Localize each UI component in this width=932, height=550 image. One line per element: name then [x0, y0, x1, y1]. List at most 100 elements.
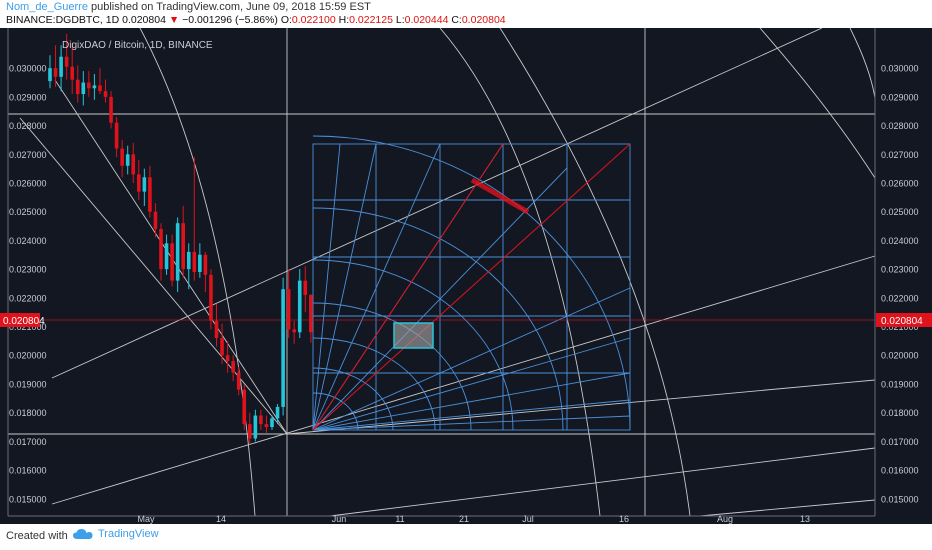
- candle-body[interactable]: [297, 280, 302, 333]
- right-price-badge: [876, 313, 932, 327]
- candle-body[interactable]: [248, 424, 252, 439]
- y-tick-label: 0.027000: [881, 150, 919, 160]
- y-tick-label: 0.028000: [881, 121, 919, 131]
- candle-body[interactable]: [92, 85, 97, 89]
- candle-body[interactable]: [75, 79, 80, 95]
- candle-body[interactable]: [309, 294, 313, 333]
- candle-body[interactable]: [98, 85, 102, 92]
- candle-body[interactable]: [209, 274, 213, 321]
- candle-body[interactable]: [181, 223, 185, 270]
- y-tick-label: 0.016000: [9, 466, 47, 476]
- candle-body[interactable]: [159, 228, 163, 270]
- candle-body[interactable]: [64, 56, 69, 67]
- candle-body[interactable]: [186, 251, 191, 270]
- x-axis: May 14 Jun 11 21 Jul 16 Aug 13: [137, 514, 810, 524]
- candle-body[interactable]: [236, 372, 241, 390]
- candle-body[interactable]: [70, 66, 74, 80]
- y-tick-label: 0.022000: [881, 293, 919, 303]
- price-chart[interactable]: 0.030000 0.029000 0.028000 0.027000 0.026000…: [0, 27, 932, 524]
- y-tick-label: 0.023000: [881, 265, 919, 275]
- candle-body[interactable]: [292, 329, 296, 333]
- low-label: L:: [395, 14, 405, 26]
- last-price: 0.020804: [122, 14, 166, 26]
- chart-area[interactable]: 0.030000 0.029000 0.028000 0.027000 0.026000…: [0, 27, 932, 524]
- candle-body[interactable]: [170, 243, 174, 281]
- candle-body[interactable]: [148, 177, 152, 212]
- cloud-icon: [73, 529, 93, 539]
- candle-body[interactable]: [303, 280, 308, 295]
- symbol-label: BINANCE:DGDBTC, 1D: [6, 14, 120, 26]
- x-tick-label: May: [137, 514, 155, 524]
- candle-body[interactable]: [286, 289, 291, 330]
- author-link[interactable]: Nom_de_Guerre: [6, 1, 88, 13]
- candle-body[interactable]: [270, 418, 274, 428]
- x-tick-label: Jun: [332, 514, 347, 524]
- candle-body[interactable]: [275, 406, 280, 419]
- candle-body[interactable]: [203, 254, 208, 275]
- candle-body[interactable]: [114, 122, 119, 149]
- change-value: −0.001296 (−5.86%): [182, 14, 278, 26]
- candle-body[interactable]: [220, 338, 224, 356]
- y-tick-label: 0.030000: [9, 64, 47, 74]
- candle-body[interactable]: [153, 211, 158, 229]
- candle-body[interactable]: [198, 254, 202, 272]
- y-axis-right: 0.030000 0.029000 0.028000 0.027000 0.026000…: [881, 64, 919, 505]
- x-tick-label: Aug: [717, 514, 733, 524]
- candle-body[interactable]: [87, 82, 91, 89]
- y-tick-label: 0.019000: [881, 379, 919, 389]
- close-label: C:: [451, 14, 462, 26]
- x-tick-label: 11: [395, 514, 404, 524]
- candle-body[interactable]: [192, 251, 197, 272]
- candle-body[interactable]: [125, 154, 130, 166]
- open-value: 0.022100: [291, 14, 336, 26]
- candle-body[interactable]: [281, 289, 285, 407]
- x-tick-label: 16: [619, 514, 629, 524]
- candle-body[interactable]: [103, 91, 108, 97]
- candle-body[interactable]: [120, 148, 124, 166]
- candle-body[interactable]: [81, 82, 86, 95]
- candle-body[interactable]: [131, 154, 136, 175]
- candle-body[interactable]: [53, 68, 58, 77]
- published-text: published on TradingView.com, June 09, 2…: [91, 1, 371, 13]
- tradingview-logo[interactable]: TradingView: [72, 527, 159, 541]
- y-tick-label: 0.021000: [9, 322, 47, 332]
- y-tick-label: 0.025000: [881, 207, 919, 217]
- candle-body[interactable]: [175, 223, 180, 281]
- y-tick-label: 0.020000: [881, 351, 919, 361]
- y-tick-label: 0.017000: [9, 437, 47, 447]
- candle-body[interactable]: [225, 355, 230, 361]
- open-label: O:: [280, 14, 292, 26]
- last-price-badges: 0.020804 0.020804: [0, 313, 932, 327]
- created-with-text: Created with: [6, 530, 68, 542]
- candle-body[interactable]: [59, 56, 63, 77]
- y-axis-left: 0.030000 0.029000 0.028000 0.027000 0.026000…: [9, 64, 47, 505]
- ohlc-line: BINANCE:DGDBTC, 1D 0.020804 ▼ −0.001296 …: [6, 14, 506, 26]
- y-tick-label: 0.024000: [881, 236, 919, 246]
- y-tick-label: 0.028000: [9, 121, 47, 131]
- y-tick-label: 0.029000: [881, 92, 919, 102]
- y-tick-label: 0.021000: [881, 322, 919, 332]
- publication-line: Nom_de_Guerre published on TradingView.c…: [6, 1, 371, 13]
- candle-body[interactable]: [264, 424, 269, 428]
- candle-body[interactable]: [253, 415, 258, 439]
- candle-body[interactable]: [48, 68, 52, 82]
- candle-body[interactable]: [231, 360, 235, 373]
- candle-body[interactable]: [142, 177, 147, 192]
- x-tick-label: 13: [800, 514, 810, 524]
- left-price-badge: [0, 313, 40, 327]
- y-tick-label: 0.024000: [9, 236, 47, 246]
- candlestick-series[interactable]: [48, 33, 313, 445]
- candle-body[interactable]: [137, 174, 141, 192]
- candle-body[interactable]: [109, 96, 113, 123]
- y-tick-label: 0.023000: [9, 265, 47, 275]
- candle-body[interactable]: [259, 415, 263, 425]
- chart-title: DigixDAO / Bitcoin, 1D, BINANCE: [62, 40, 213, 51]
- x-tick-label: 14: [216, 514, 226, 524]
- candle-body[interactable]: [164, 243, 169, 270]
- tradingview-brand[interactable]: TradingView: [98, 528, 159, 540]
- y-tick-label: 0.017000: [881, 437, 919, 447]
- candle-body[interactable]: [214, 320, 219, 339]
- axes: [7, 28, 876, 517]
- candle-body[interactable]: [242, 389, 247, 425]
- down-arrow-icon: ▼: [168, 14, 180, 26]
